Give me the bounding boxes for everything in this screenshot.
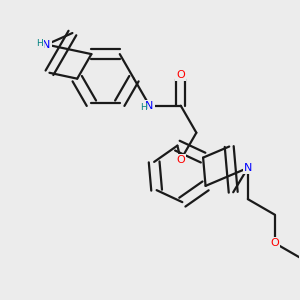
Text: O: O <box>271 238 279 248</box>
Text: O: O <box>176 155 185 165</box>
Text: N: N <box>146 101 154 111</box>
Text: N: N <box>42 40 51 50</box>
Text: H: H <box>140 103 147 112</box>
Text: O: O <box>176 70 185 80</box>
Text: H: H <box>37 39 43 48</box>
Text: N: N <box>244 163 252 173</box>
